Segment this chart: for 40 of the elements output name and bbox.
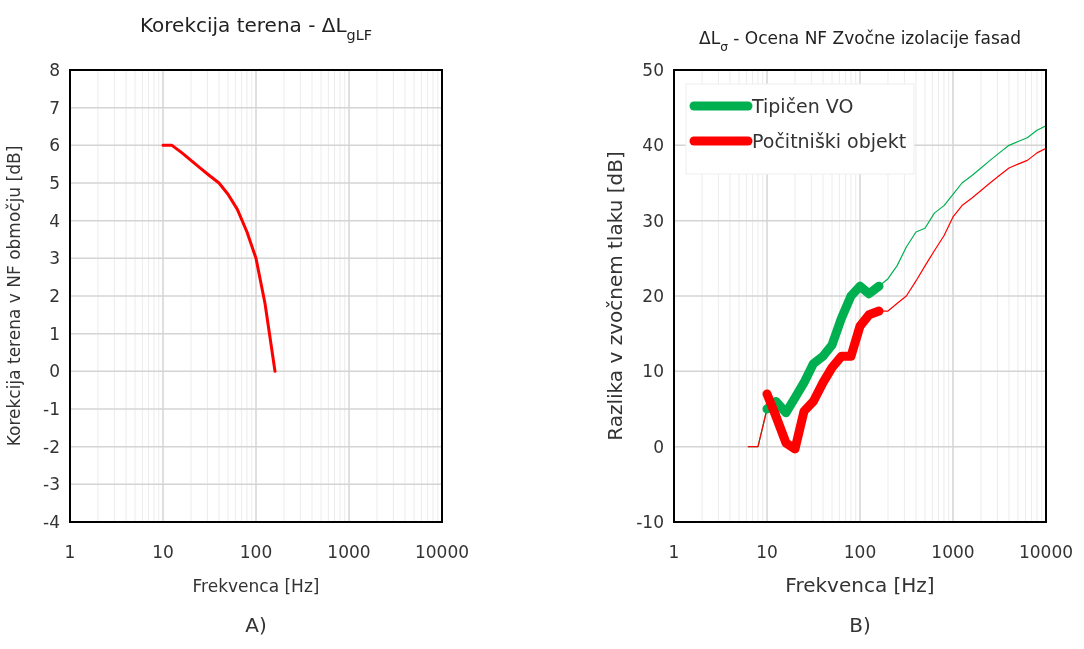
y-tick-label: 40 [642,135,664,156]
y-tick-label: 3 [49,248,60,269]
y-tick-label: 4 [49,210,60,231]
text: A) [245,613,267,637]
x-axis-title: Frekvenca [Hz] [192,576,320,596]
y-tick-label: 0 [49,361,60,382]
y-tick-label: 50 [642,60,664,80]
x-tick-label: 1000 [327,542,371,562]
x-tick-label: 1 [668,542,680,562]
text: B) [849,613,871,637]
y-tick-label: 1 [49,323,60,344]
y-tick-label: -2 [43,436,60,457]
x-tick-label: 100 [843,542,877,562]
y-tick-label: 30 [642,210,664,231]
x-tick-label: 10 [756,542,778,562]
x-tick-label: 1000 [931,542,975,562]
chart-title: Korekcija terena - ΔL$_{gLF}$ [139,13,373,43]
y-tick-label: -10 [636,512,664,532]
legend-label: Počitniški objekt [752,130,907,152]
y-tick-label: 6 [49,135,60,156]
chart-title: ΔL$_{σ}$ - Ocena NF Zvočne izolacije fasad [699,28,1021,54]
x-tick-label: 10000 [1018,542,1074,562]
x-axis-title: Frekvenca [Hz] [785,573,935,597]
y-tick-label: -1 [43,399,60,419]
y-tick-label: -4 [43,512,60,532]
y-tick-label: -3 [43,474,60,495]
y-tick-label: 0 [653,436,664,457]
x-tick-label: 10 [152,542,174,562]
x-tick-label: 10000 [414,542,470,562]
y-tick-label: 7 [49,97,60,118]
y-tick-label: 10 [642,361,664,382]
y-axis-title: Korekcija terena v NF območju [dB] [4,145,24,447]
y-axis-title: Razlika v zvočnem tlaku [dB] [603,151,627,441]
y-tick-label: 8 [49,60,60,80]
y-tick-label: 20 [642,286,664,306]
x-tick-label: 100 [239,542,273,562]
y-tick-label: 2 [49,286,60,306]
y-tick-label: 5 [49,173,60,193]
x-tick-label: 1 [64,542,76,562]
legend-label: Tipičen VO [751,95,854,117]
